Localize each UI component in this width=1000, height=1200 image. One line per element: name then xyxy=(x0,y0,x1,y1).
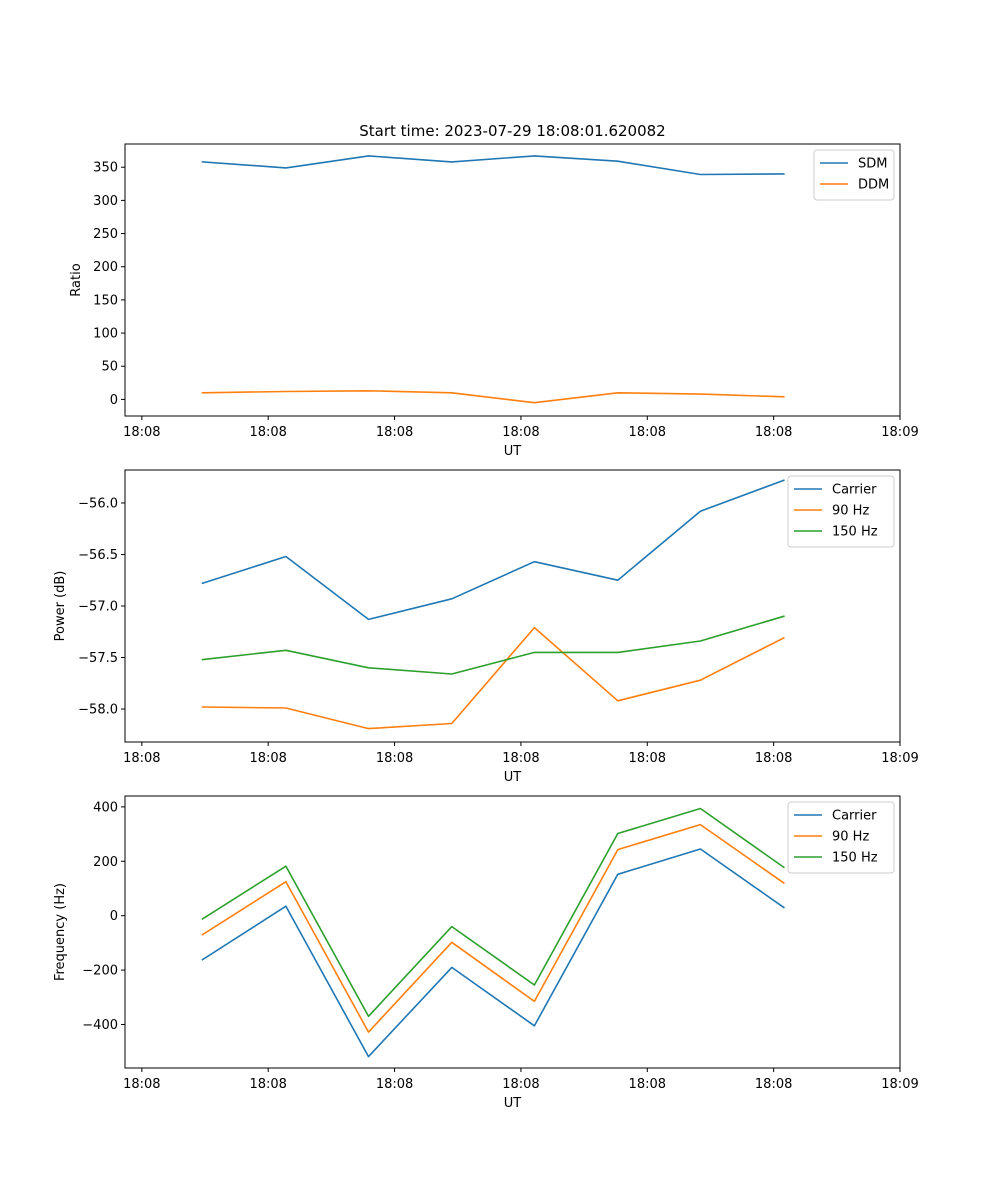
y-tick-label: 200 xyxy=(93,855,118,870)
y-axis-label: Power (dB) xyxy=(53,571,68,642)
x-tick-label: 18:08 xyxy=(376,425,413,440)
x-tick-label: 18:08 xyxy=(629,751,666,766)
x-tick-label: 18:08 xyxy=(249,751,286,766)
y-tick-label: −200 xyxy=(82,964,118,979)
y-tick-label: 50 xyxy=(101,360,118,375)
legend-label: 150 Hz xyxy=(832,851,878,866)
legend: Carrier 90 Hz 150 Hz xyxy=(787,801,895,874)
chart-panel-2: −58.0 −57.5 −57.0 −56.5 −56.0 18:08 18:08 18:08… xyxy=(53,469,919,785)
legend: SDM DDM xyxy=(813,149,895,201)
legend-box xyxy=(787,801,895,874)
x-tick-label: 18:08 xyxy=(376,1077,413,1092)
y-tick-label: −57.5 xyxy=(78,651,118,666)
x-axis-label: UT xyxy=(504,1096,522,1111)
series-line-90-hz xyxy=(201,626,785,730)
legend-label: Carrier xyxy=(832,809,877,824)
series-line-carrier xyxy=(201,479,785,621)
y-tick-label: 100 xyxy=(93,327,118,342)
x-tick-label: 18:08 xyxy=(123,1077,160,1092)
y-tick-label: −56.0 xyxy=(78,496,118,511)
x-tick-label: 18:08 xyxy=(123,425,160,440)
y-tick-label: 0 xyxy=(110,909,118,924)
legend-label: DDM xyxy=(858,178,889,193)
y-tick-label: 400 xyxy=(93,800,118,815)
x-axis-label: UT xyxy=(504,770,522,785)
x-tick-label: 18:08 xyxy=(502,751,539,766)
x-tick-label: 18:09 xyxy=(881,425,918,440)
legend-box xyxy=(787,475,895,548)
x-tick-label: 18:08 xyxy=(755,425,792,440)
x-tick-label: 18:08 xyxy=(629,1077,666,1092)
x-tick-label: 18:08 xyxy=(123,751,160,766)
figure-title: Start time: 2023-07-29 18:08:01.620082 xyxy=(359,122,665,140)
axes-frame xyxy=(124,143,901,417)
chart-panel-1: 0 50 100 150 200 250 300 350 18:08 18:08 18:08 18:0… xyxy=(69,143,919,459)
y-tick-label: 0 xyxy=(110,393,118,408)
x-tick-label: 18:08 xyxy=(755,1077,792,1092)
y-tick-label: 250 xyxy=(93,227,118,242)
y-tick-label: 150 xyxy=(93,293,118,308)
legend-label: 90 Hz xyxy=(832,830,869,845)
y-tick-label: −400 xyxy=(82,1018,118,1033)
x-tick-label: 18:08 xyxy=(502,425,539,440)
series-line-150-hz xyxy=(201,615,785,675)
x-tick-label: 18:08 xyxy=(502,1077,539,1092)
legend-label: SDM xyxy=(858,157,887,172)
legend-label: 90 Hz xyxy=(832,504,869,519)
x-tick-label: 18:08 xyxy=(376,751,413,766)
x-axis-label: UT xyxy=(504,444,522,459)
y-tick-label: 350 xyxy=(93,161,118,176)
axes-frame xyxy=(124,795,901,1069)
series-line-90-hz xyxy=(201,823,785,1033)
legend-label: Carrier xyxy=(832,483,877,498)
x-tick-label: 18:09 xyxy=(881,751,918,766)
y-tick-label: 200 xyxy=(93,260,118,275)
x-tick-label: 18:09 xyxy=(881,1077,918,1092)
y-tick-label: 300 xyxy=(93,194,118,209)
x-tick-label: 18:08 xyxy=(629,425,666,440)
x-tick-label: 18:08 xyxy=(249,1077,286,1092)
series-line-150-hz xyxy=(201,807,785,1018)
series-line-sdm xyxy=(201,155,785,176)
x-tick-label: 18:08 xyxy=(755,751,792,766)
y-tick-label: −56.5 xyxy=(78,548,118,563)
series-line-ddm xyxy=(201,389,785,404)
y-tick-label: −57.0 xyxy=(78,600,118,615)
chart-panels: 0 50 100 150 200 250 300 350 18:08 18:08 18:08 18:0… xyxy=(53,143,919,1111)
y-tick-label: −58.0 xyxy=(78,703,118,718)
series-line-carrier xyxy=(201,848,785,1058)
x-tick-label: 18:08 xyxy=(249,425,286,440)
chart-panel-3: −400 −200 0 200 400 18:08 18:08 18:08 18:08 18:08… xyxy=(53,795,919,1111)
legend-label: 150 Hz xyxy=(832,525,878,540)
legend: Carrier 90 Hz 150 Hz xyxy=(787,475,895,548)
y-axis-label: Frequency (Hz) xyxy=(53,883,68,981)
y-axis-label: Ratio xyxy=(69,263,84,296)
